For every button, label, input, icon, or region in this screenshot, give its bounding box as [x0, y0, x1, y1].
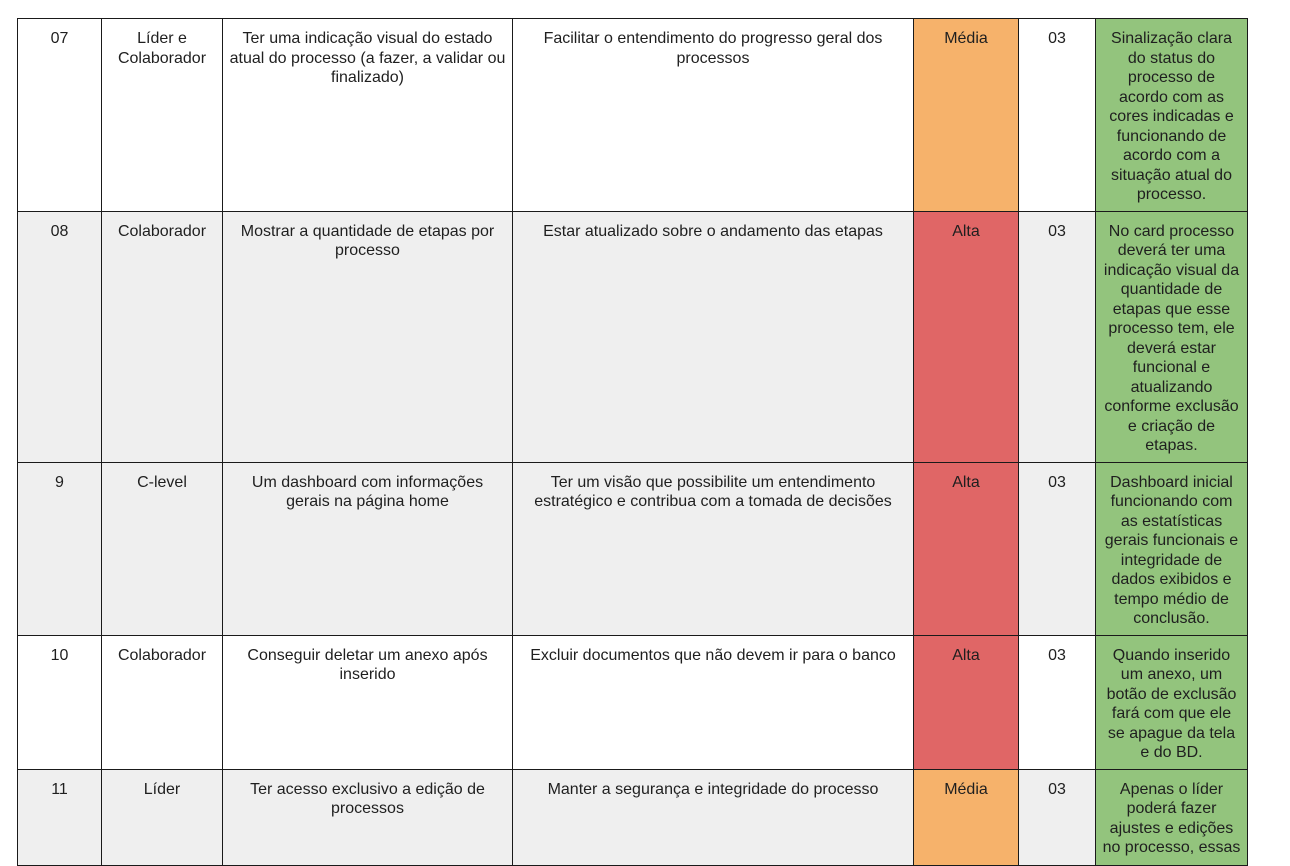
actor-cell: Líder [101, 768, 223, 866]
table-row: 10 Colaborador Conseguir deletar um anex… [17, 634, 1248, 770]
priority-cell: Alta [913, 461, 1019, 636]
id-cell: 08 [17, 210, 102, 463]
priority-cell: Média [913, 768, 1019, 866]
actor-cell: Colaborador [101, 634, 223, 770]
criteria-cell: Sinalização clara do status do processo … [1095, 18, 1248, 212]
table-row: 11 Líder Ter acesso exclusivo a edição d… [17, 768, 1248, 866]
id-cell: 07 [17, 18, 102, 212]
id-cell: 9 [17, 461, 102, 636]
page: { "colors": { "media": "#f6b26b", "alta"… [17, 18, 1248, 866]
priority-cell: Média [913, 18, 1019, 212]
actor-cell: Colaborador [101, 210, 223, 463]
points-cell: 03 [1018, 210, 1096, 463]
points-cell: 03 [1018, 634, 1096, 770]
requirement-cell: Um dashboard com informações gerais na p… [222, 461, 513, 636]
actor-cell: Líder e Colaborador [101, 18, 223, 212]
requirement-cell: Conseguir deletar um anexo após inserido [222, 634, 513, 770]
requirement-cell: Mostrar a quantidade de etapas por proce… [222, 210, 513, 463]
goal-cell: Estar atualizado sobre o andamento das e… [512, 210, 914, 463]
points-cell: 03 [1018, 461, 1096, 636]
goal-cell: Excluir documentos que não devem ir para… [512, 634, 914, 770]
table-row: 9 C-level Um dashboard com informações g… [17, 461, 1248, 636]
points-cell: 03 [1018, 18, 1096, 212]
requirement-cell: Ter uma indicação visual do estado atual… [222, 18, 513, 212]
criteria-cell: Dashboard inicial funcionando com as est… [1095, 461, 1248, 636]
table-row: 07 Líder e Colaborador Ter uma indicação… [17, 18, 1248, 212]
requirement-cell: Ter acesso exclusivo a edição de process… [222, 768, 513, 866]
priority-cell: Alta [913, 210, 1019, 463]
goal-cell: Facilitar o entendimento do progresso ge… [512, 18, 914, 212]
criteria-cell: No card processo deverá ter uma indicaçã… [1095, 210, 1248, 463]
id-cell: 10 [17, 634, 102, 770]
priority-cell: Alta [913, 634, 1019, 770]
actor-cell: C-level [101, 461, 223, 636]
criteria-cell: Apenas o líder poderá fazer ajustes e ed… [1095, 768, 1248, 866]
id-cell: 11 [17, 768, 102, 866]
goal-cell: Manter a segurança e integridade do proc… [512, 768, 914, 866]
requirements-table: 07 Líder e Colaborador Ter uma indicação… [17, 18, 1248, 866]
points-cell: 03 [1018, 768, 1096, 866]
goal-cell: Ter um visão que possibilite um entendim… [512, 461, 914, 636]
criteria-cell: Quando inserido um anexo, um botão de ex… [1095, 634, 1248, 770]
table-row: 08 Colaborador Mostrar a quantidade de e… [17, 210, 1248, 463]
